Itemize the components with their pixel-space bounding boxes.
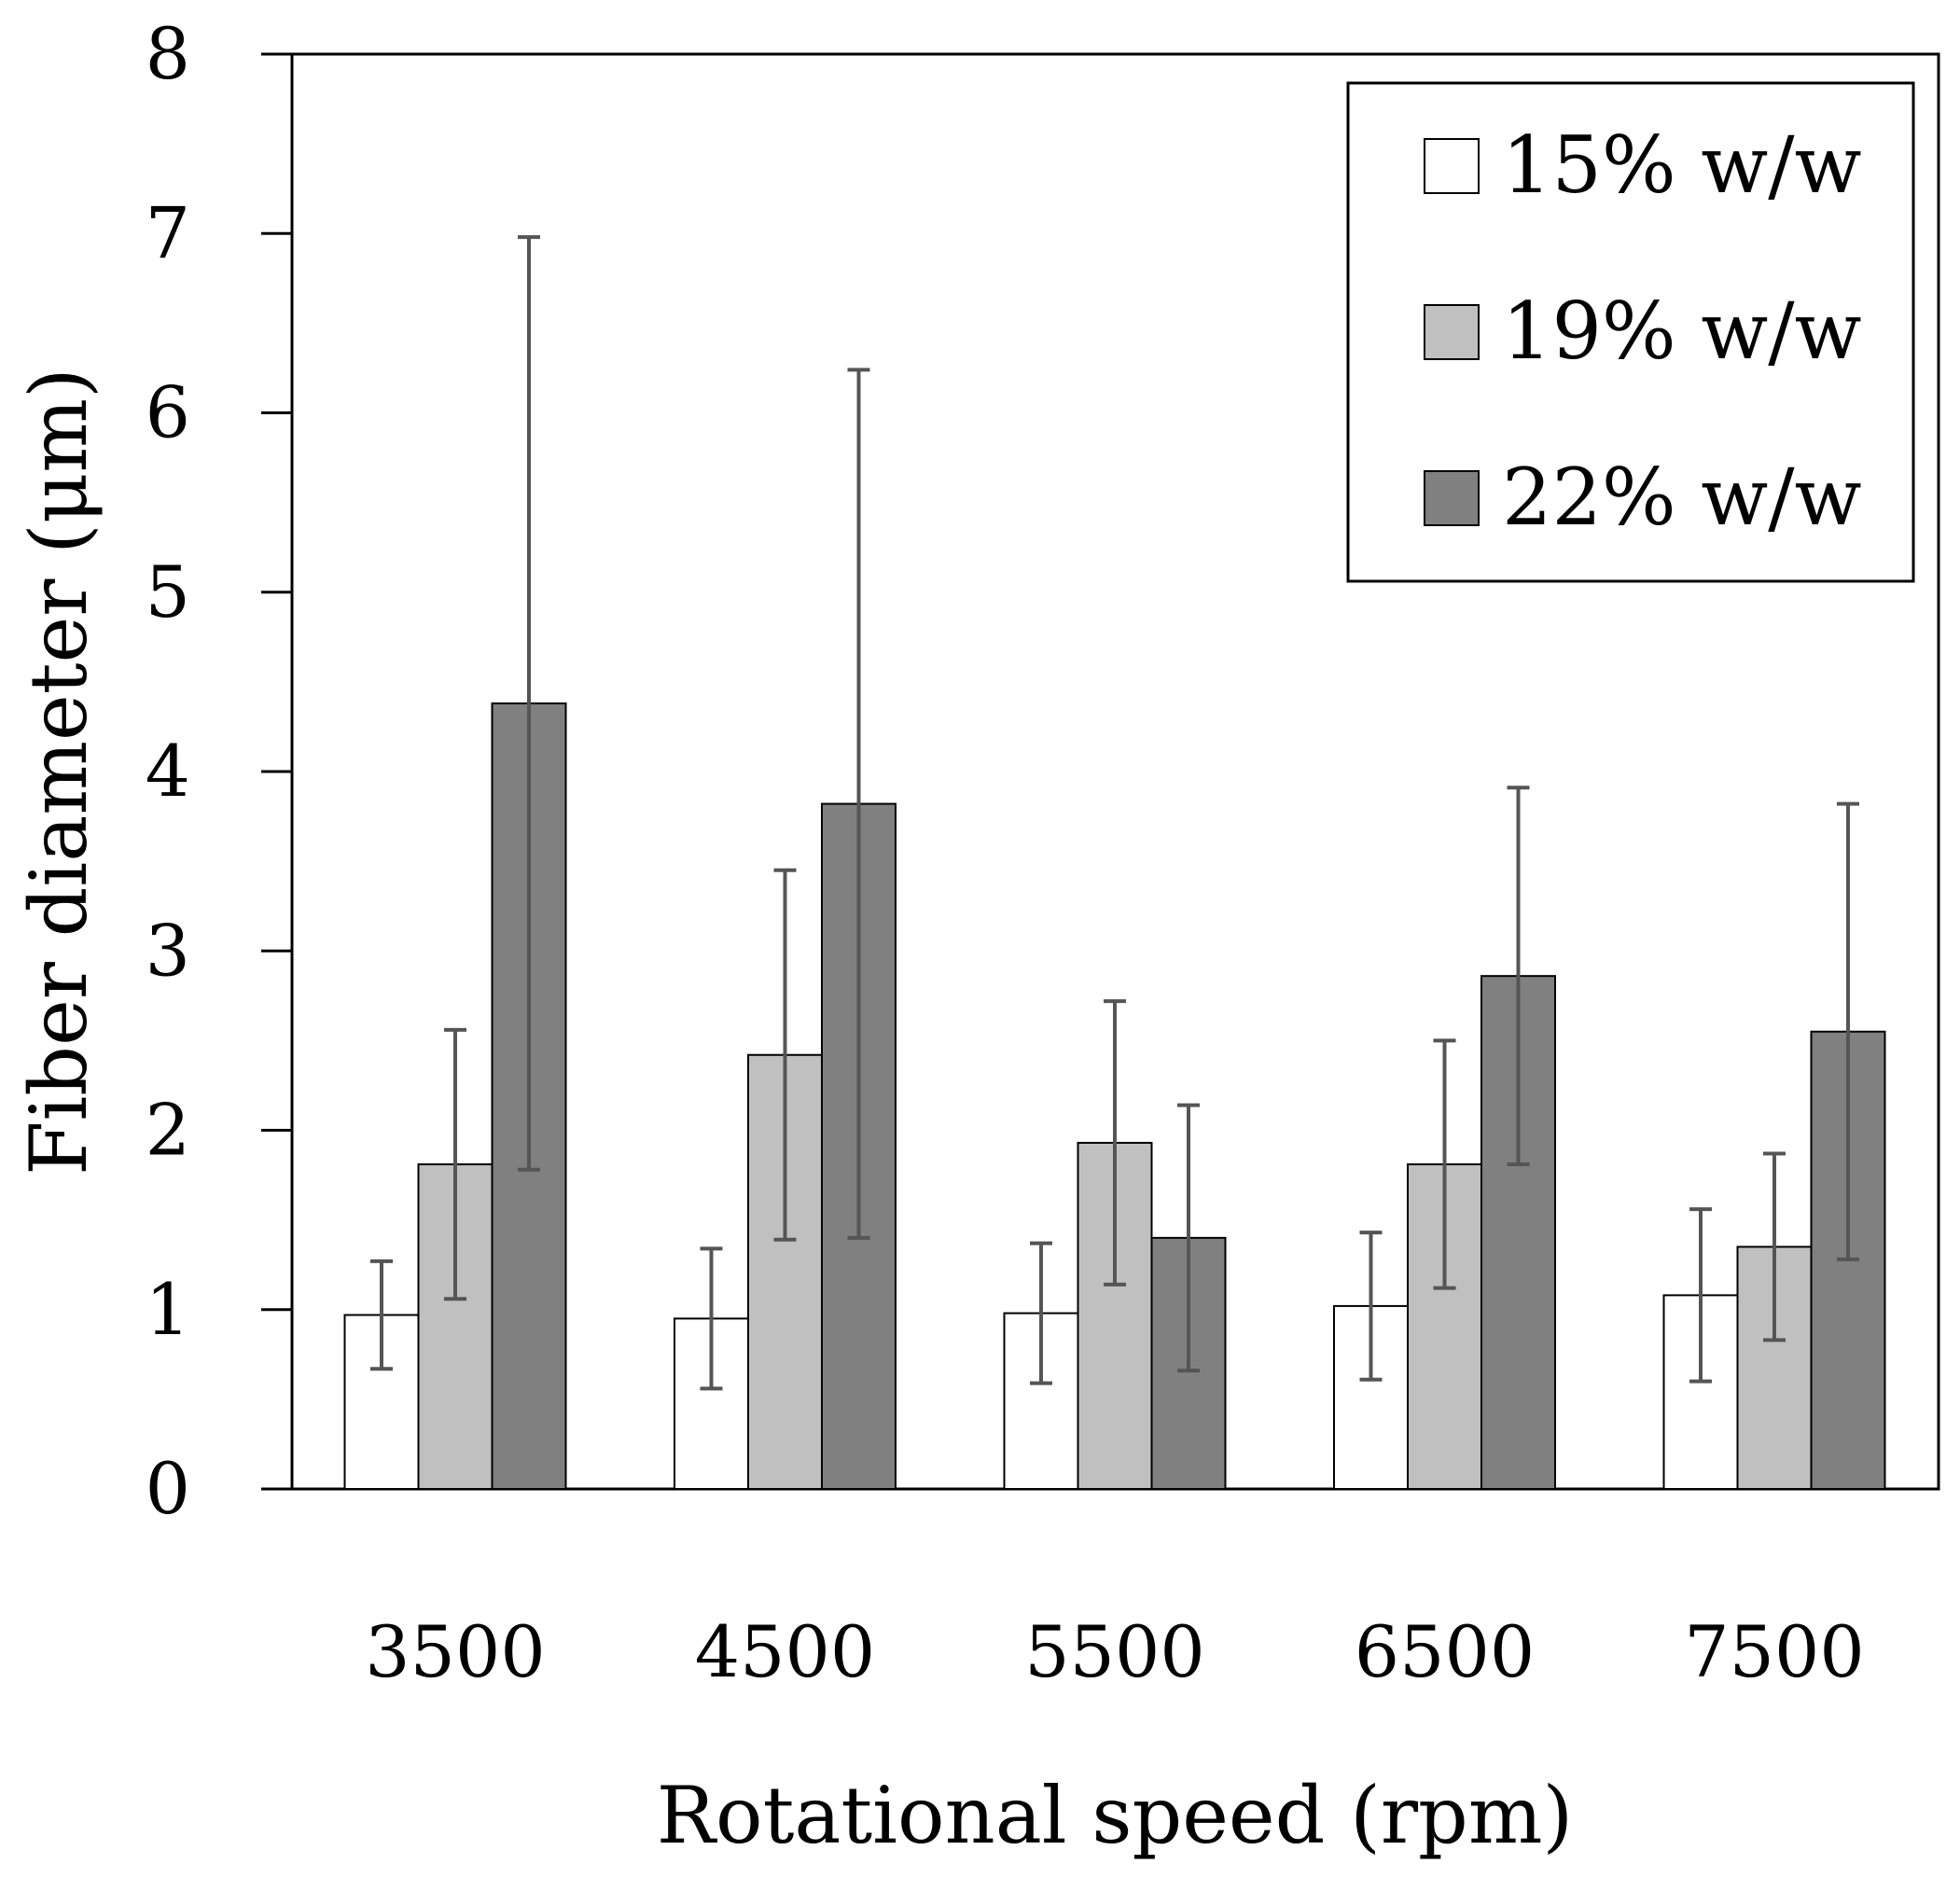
y-axis-title: Fiber diameter (μm)	[13, 368, 104, 1175]
error-bars	[370, 235, 1859, 1391]
error-bar	[444, 1027, 466, 1301]
error-bar	[847, 368, 870, 1240]
error-bar	[1507, 786, 1530, 1167]
y-tick-label: 5	[146, 550, 190, 633]
x-tick-label: 3500	[365, 1610, 545, 1693]
error-bar	[700, 1246, 723, 1391]
y-axis-ticks: 0 1 2 3 4 5 6 7 8	[146, 12, 292, 1530]
error-bar	[773, 868, 797, 1242]
error-bar	[1689, 1207, 1712, 1384]
legend-item: 15% w/w	[1424, 119, 1862, 211]
legend-label: 22% w/w	[1502, 452, 1862, 543]
y-tick-label: 7	[146, 191, 190, 274]
legend-swatch	[1424, 138, 1480, 194]
legend: 15% w/w 19% w/w 22% w/w	[1346, 81, 1915, 583]
legend-item: 19% w/w	[1424, 285, 1862, 377]
x-axis-title: Rotational speed (rpm)	[657, 1770, 1574, 1861]
x-tick-label: 5500	[1024, 1610, 1204, 1693]
legend-label: 15% w/w	[1502, 119, 1862, 211]
y-tick-label: 6	[146, 371, 190, 454]
legend-item: 22% w/w	[1424, 452, 1862, 543]
y-tick-label: 3	[146, 909, 190, 992]
error-bar	[1177, 1103, 1200, 1373]
y-tick-label: 4	[146, 730, 190, 813]
error-bar	[1359, 1231, 1383, 1382]
legend-swatch	[1424, 304, 1480, 360]
y-tick-label: 2	[146, 1089, 190, 1172]
y-tick-label: 1	[146, 1268, 190, 1351]
y-tick-label: 8	[146, 12, 190, 95]
error-bar	[1763, 1151, 1786, 1342]
x-tick-label: 6500	[1355, 1610, 1535, 1693]
error-bar	[1837, 801, 1859, 1261]
error-bar	[518, 235, 540, 1172]
error-bar	[1104, 999, 1126, 1287]
error-bar	[370, 1259, 393, 1371]
error-bar	[1433, 1038, 1456, 1290]
legend-swatch	[1424, 470, 1480, 526]
y-tick-label: 0	[146, 1447, 190, 1530]
error-bar	[1030, 1241, 1052, 1385]
x-tick-labels: 3500 4500 5500 6500 7500	[365, 1610, 1864, 1693]
x-tick-label: 7500	[1684, 1610, 1864, 1693]
x-tick-label: 4500	[695, 1610, 875, 1693]
legend-label: 19% w/w	[1502, 285, 1862, 377]
